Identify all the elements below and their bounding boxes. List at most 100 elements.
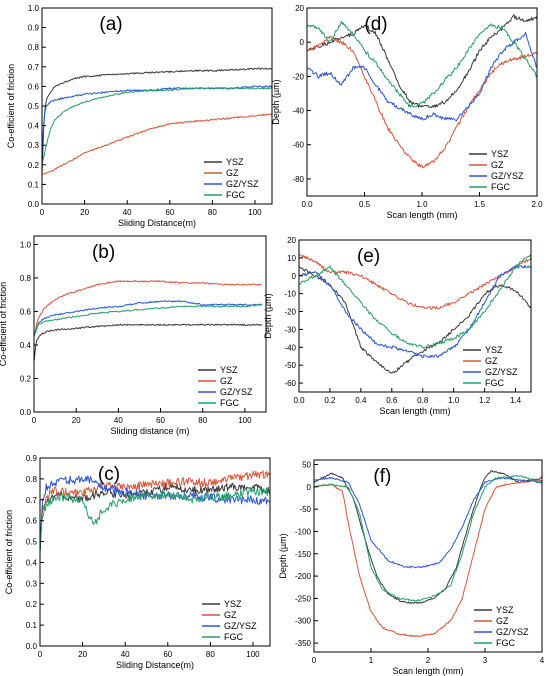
series-line-fgc [33, 304, 263, 337]
y-axis-label: Depth (µm) [278, 533, 288, 578]
legend-label: FGC [224, 632, 243, 642]
y-tick-label: 0.5 [28, 102, 40, 111]
legend-label: YSZ [220, 365, 238, 375]
panel-c: 0 20 40 60 80 100 0.0 0.1 0.2 0.3 0.4 0.5 0.6 0.7 0.8 0… [4, 454, 271, 670]
panel-e: 0.0 0.2 0.4 0.6 0.8 1.0 1.2 1.4 -60 -50 -40 -30 -20 -… [263, 236, 532, 416]
series-line-gz-ysz [41, 85, 273, 156]
legend-label: GZ [496, 616, 509, 626]
y-tick-label: -60 [284, 379, 296, 388]
series-line-fgc [306, 20, 538, 108]
x-tick-label: 0.0 [293, 396, 305, 405]
legend-label: FGC [226, 190, 245, 200]
plot-frame [33, 235, 267, 413]
x-tick-label: 60 [165, 208, 174, 217]
y-axis-label: Depth (µm) [271, 79, 281, 124]
y-tick-label: -250 [295, 594, 312, 603]
y-tick-label: 0.4 [20, 341, 32, 350]
y-tick-label: -350 [295, 639, 312, 648]
x-axis-label: Scan length (mm) [379, 406, 450, 416]
y-axis-label: Depth (µm) [263, 293, 273, 338]
series-line-ysz [306, 14, 538, 109]
y-tick-label: -30 [284, 325, 296, 334]
x-tick-label: 3 [483, 656, 488, 665]
x-tick-label: 80 [206, 650, 215, 659]
y-tick-label: 1.0 [28, 4, 40, 13]
legend-label: GZ [220, 376, 233, 386]
y-tick-label: -150 [295, 550, 312, 559]
y-tick-label: 0.1 [28, 180, 40, 189]
panel-label: (a) [99, 14, 122, 35]
y-tick-label: 0.5 [26, 538, 38, 547]
series-line-gz [39, 470, 271, 553]
legend-label: YSZ [226, 157, 244, 167]
y-tick-label: 1.0 [20, 240, 32, 249]
y-tick-label: 0.6 [20, 307, 32, 316]
x-tick-label: 4 [540, 656, 545, 665]
y-tick-label: 0.0 [20, 408, 32, 417]
panel-label: (f) [373, 466, 391, 487]
y-tick-label: 0.6 [28, 82, 40, 91]
y-tick-label: 10 [287, 254, 296, 263]
y-tick-label: -40 [284, 343, 296, 352]
y-tick-label: 50 [302, 460, 311, 469]
y-tick-label: 0.3 [26, 579, 38, 588]
x-tick-label: 60 [163, 650, 172, 659]
x-tick-label: 0.2 [324, 396, 336, 405]
y-tick-label: 0.4 [26, 558, 38, 567]
x-tick-label: 1.2 [479, 396, 491, 405]
x-tick-label: 0 [32, 416, 37, 425]
series-line-ysz [313, 470, 543, 605]
y-tick-label: 20 [287, 236, 296, 245]
y-tick-label: 0.7 [28, 63, 40, 72]
x-tick-label: 2.0 [531, 200, 543, 209]
y-tick-label: 0.2 [20, 374, 32, 383]
legend-label: GZ/YSZ [496, 627, 529, 637]
y-tick-label: 0.8 [26, 475, 38, 484]
y-tick-label: 0.0 [26, 642, 38, 651]
x-axis-label: Sliding Distance(m) [118, 218, 196, 228]
x-tick-label: 1.0 [448, 396, 460, 405]
x-tick-label: 0 [312, 656, 317, 665]
y-tick-label: 0.1 [26, 621, 38, 630]
x-axis-label: Sliding distance (m) [110, 426, 189, 436]
series-line-gz [33, 280, 262, 337]
y-tick-label: -80 [292, 175, 304, 184]
x-tick-label: 100 [238, 416, 252, 425]
y-tick-label: 20 [295, 4, 304, 13]
series-line-fgc [298, 254, 532, 349]
x-tick-label: 40 [114, 416, 123, 425]
x-axis-label: Scan length (mm) [386, 210, 457, 220]
y-tick-label: -50 [284, 361, 296, 370]
legend-label: FGC [220, 398, 239, 408]
legend-label: FGC [491, 182, 510, 192]
y-tick-label: -100 [295, 527, 312, 536]
legend-label: YSZ [224, 599, 242, 609]
legend-label: YSZ [491, 149, 509, 159]
y-tick-label: 0.9 [28, 24, 40, 33]
panel-d: 0.0 0.5 1.0 1.5 2.0 -80 -60 -40 -20 0 20 Scan lengt… [271, 4, 543, 220]
legend-label: GZ/YSZ [220, 387, 253, 397]
series-line-fgc [39, 487, 271, 553]
x-tick-label: 20 [72, 416, 81, 425]
y-axis-label: Co-efficient of friction [4, 510, 14, 594]
x-tick-label: 20 [78, 650, 87, 659]
legend-label: FGC [496, 638, 515, 648]
series-line-gz-ysz [298, 265, 532, 359]
panel-label: (d) [364, 14, 387, 35]
x-tick-label: 100 [246, 650, 260, 659]
y-tick-label: 0 [292, 272, 297, 281]
y-tick-label: 0 [307, 483, 312, 492]
legend-label: GZ/YSZ [224, 621, 257, 631]
series-line-gz [41, 112, 273, 176]
series-line-fgc [41, 87, 273, 165]
x-tick-label: 1.5 [474, 200, 486, 209]
y-tick-label: 0.8 [20, 274, 32, 283]
x-tick-label: 1.0 [416, 200, 428, 209]
series-line-ysz [298, 266, 532, 374]
x-tick-label: 0.5 [359, 200, 371, 209]
legend-label: GZ [226, 168, 239, 178]
panel-f: 0 1 2 3 4 -350 -300 -250 -200 -150 -100 -50 0 50 Scan … [278, 459, 545, 676]
y-axis-label: Co-efficient of friction [0, 282, 8, 366]
x-axis-label: Sliding Distance(m) [116, 660, 194, 670]
